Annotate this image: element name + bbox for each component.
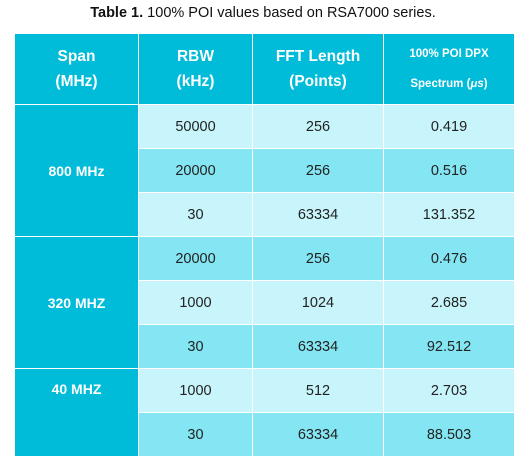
poi-table: Span (MHz) RBW (kHz) FFT Length (Points)… bbox=[14, 33, 515, 457]
header-poi-line1: 100% POI DPX bbox=[409, 48, 489, 60]
fft-cell: 256 bbox=[252, 236, 384, 281]
poi-cell: 0.476 bbox=[383, 236, 515, 281]
header-poi-line2: Spectrum (μs) bbox=[410, 78, 488, 90]
header-fft-line1: FFT Length bbox=[275, 48, 361, 65]
header-fft-line2: (Points) bbox=[289, 73, 347, 90]
header-rbw-line2: (kHz) bbox=[176, 73, 215, 90]
span-cell: 40 MHZ bbox=[14, 368, 139, 457]
fft-cell: 256 bbox=[252, 148, 384, 193]
rbw-cell: 30 bbox=[138, 192, 253, 237]
poi-cell: 131.352 bbox=[383, 192, 515, 237]
table-row: 20000 256 0.516 bbox=[15, 148, 515, 193]
span-cell: 320 MHZ bbox=[14, 236, 139, 369]
table-row: 30 63334 131.352 bbox=[15, 192, 515, 237]
header-rbw: RBW (kHz) bbox=[138, 33, 253, 105]
table-row: 30 63334 92.512 bbox=[15, 324, 515, 369]
poi-cell: 0.419 bbox=[383, 104, 515, 149]
fft-cell: 256 bbox=[252, 104, 384, 149]
header-fft-length: FFT Length (Points) bbox=[252, 33, 384, 105]
caption-label: Table 1. bbox=[90, 5, 144, 21]
rbw-cell: 1000 bbox=[138, 368, 253, 413]
header-poi: 100% POI DPX Spectrum (μs) bbox=[383, 33, 515, 105]
rbw-cell: 1000 bbox=[138, 280, 253, 325]
fft-cell: 1024 bbox=[252, 280, 384, 325]
rbw-cell: 30 bbox=[138, 412, 253, 457]
poi-cell: 92.512 bbox=[383, 324, 515, 369]
table-row: 40 MHZ 1000 512 2.703 bbox=[14, 368, 515, 457]
rbw-cell: 50000 bbox=[138, 104, 253, 149]
poi-cell: 0.516 bbox=[383, 148, 515, 193]
rbw-cell: 30 bbox=[138, 324, 253, 369]
table-row: 800 MHz 50000 256 0.419 bbox=[14, 104, 515, 237]
fft-cell: 63334 bbox=[252, 192, 384, 237]
fft-cell: 512 bbox=[252, 368, 384, 413]
header-span-line1: Span bbox=[57, 48, 96, 65]
table-row: 320 MHZ 20000 256 0.476 bbox=[14, 236, 515, 369]
header-span: Span (MHz) bbox=[14, 33, 139, 105]
table-caption: Table 1. 100% POI values based on RSA700… bbox=[0, 4, 526, 22]
poi-cell: 2.703 bbox=[383, 368, 515, 413]
table-row: 30 63334 88.503 bbox=[15, 412, 515, 457]
table-row: 1000 1024 2.685 bbox=[15, 280, 515, 325]
span-cell: 800 MHz bbox=[14, 104, 139, 237]
poi-cell: 88.503 bbox=[383, 412, 515, 457]
fft-cell: 63334 bbox=[252, 412, 384, 457]
header-span-line2: (MHz) bbox=[55, 73, 98, 90]
caption-text: 100% POI values based on RSA7000 series. bbox=[143, 5, 436, 21]
rbw-cell: 20000 bbox=[138, 148, 253, 193]
rbw-cell: 20000 bbox=[138, 236, 253, 281]
header-rbw-line1: RBW bbox=[176, 48, 215, 65]
table-header-row: Span (MHz) RBW (kHz) FFT Length (Points)… bbox=[14, 33, 515, 105]
poi-cell: 2.685 bbox=[383, 280, 515, 325]
fft-cell: 63334 bbox=[252, 324, 384, 369]
